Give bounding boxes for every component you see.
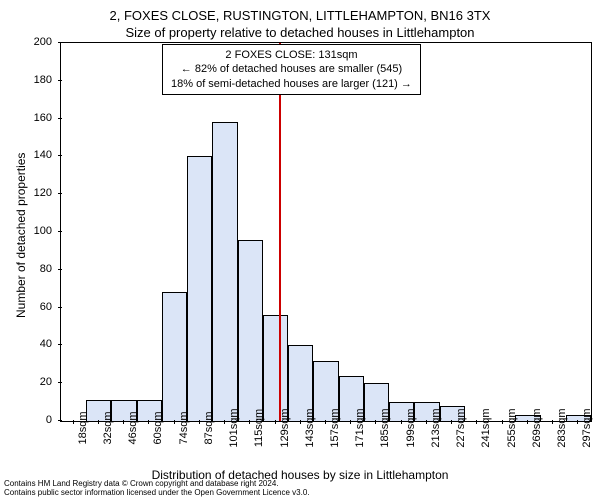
histogram-bar [162, 292, 187, 421]
x-tick-label: 185sqm [379, 408, 391, 447]
x-tick [350, 420, 351, 424]
x-tick [199, 420, 200, 424]
x-tick [224, 420, 225, 424]
x-tick-label: 199sqm [405, 408, 417, 447]
x-tick-label: 32sqm [102, 411, 114, 444]
x-tick [73, 420, 74, 424]
x-tick-label: 46sqm [127, 411, 139, 444]
y-tick [58, 307, 62, 308]
x-tick-label: 213sqm [430, 408, 442, 447]
x-tick [375, 420, 376, 424]
x-tick [148, 420, 149, 424]
x-tick-label: 157sqm [329, 408, 341, 447]
x-tick [401, 420, 402, 424]
footer-line-2: Contains public sector information licen… [4, 489, 310, 498]
x-tick-label: 297sqm [581, 408, 593, 447]
histogram-chart: 2, FOXES CLOSE, RUSTINGTON, LITTLEHAMPTO… [0, 0, 600, 500]
y-tick-label: 40 [0, 338, 52, 350]
x-tick-label: 227sqm [455, 408, 467, 447]
x-tick-label: 74sqm [178, 411, 190, 444]
x-tick-label: 87sqm [203, 411, 215, 444]
x-tick-label: 60sqm [152, 411, 164, 444]
x-tick-label: 18sqm [77, 411, 89, 444]
y-tick-label: 80 [0, 263, 52, 275]
x-tick-label: 115sqm [253, 409, 265, 447]
chart-title-main: 2, FOXES CLOSE, RUSTINGTON, LITTLEHAMPTO… [0, 8, 600, 23]
x-tick [577, 420, 578, 424]
y-tick [58, 118, 62, 119]
plot-area [60, 42, 592, 422]
x-tick [552, 420, 553, 424]
y-tick [58, 155, 62, 156]
y-tick-label: 120 [0, 187, 52, 199]
y-tick [58, 193, 62, 194]
x-tick [300, 420, 301, 424]
x-tick [451, 420, 452, 424]
y-tick-label: 160 [0, 112, 52, 124]
x-tick-label: 143sqm [304, 408, 316, 447]
y-tick [58, 42, 62, 43]
y-tick-label: 140 [0, 149, 52, 161]
x-tick [527, 420, 528, 424]
x-tick [123, 420, 124, 424]
y-tick-label: 180 [0, 74, 52, 86]
x-tick [426, 420, 427, 424]
x-tick [476, 420, 477, 424]
x-tick [98, 420, 99, 424]
x-tick [249, 420, 250, 424]
histogram-bar [187, 156, 212, 421]
y-tick-label: 60 [0, 301, 52, 313]
x-tick [325, 420, 326, 424]
x-tick-label: 255sqm [506, 408, 518, 447]
y-tick [58, 382, 62, 383]
y-tick [58, 344, 62, 345]
x-tick [174, 420, 175, 424]
y-tick [58, 269, 62, 270]
annotation-box: 2 FOXES CLOSE: 131sqm ← 82% of detached … [162, 44, 421, 95]
x-tick-label: 101sqm [228, 408, 240, 447]
histogram-bar [238, 240, 263, 421]
x-tick-label: 283sqm [556, 408, 568, 447]
x-tick [275, 420, 276, 424]
x-tick-label: 241sqm [480, 408, 492, 447]
annotation-line-2: ← 82% of detached houses are smaller (54… [171, 62, 412, 76]
annotation-line-1: 2 FOXES CLOSE: 131sqm [171, 48, 412, 62]
y-tick [58, 80, 62, 81]
y-tick-label: 0 [0, 414, 52, 426]
y-tick-label: 100 [0, 225, 52, 237]
annotation-line-3: 18% of semi-detached houses are larger (… [171, 77, 412, 91]
x-tick [502, 420, 503, 424]
y-tick [58, 420, 62, 421]
y-tick-label: 20 [0, 376, 52, 388]
x-tick-label: 171sqm [354, 408, 366, 447]
histogram-bar [263, 315, 288, 421]
x-tick-label: 269sqm [531, 408, 543, 447]
chart-title-sub: Size of property relative to detached ho… [0, 25, 600, 40]
footer-attribution: Contains HM Land Registry data © Crown c… [4, 480, 310, 498]
y-tick-label: 200 [0, 36, 52, 48]
marker-line [279, 43, 281, 421]
histogram-bar [212, 122, 237, 421]
y-tick [58, 231, 62, 232]
